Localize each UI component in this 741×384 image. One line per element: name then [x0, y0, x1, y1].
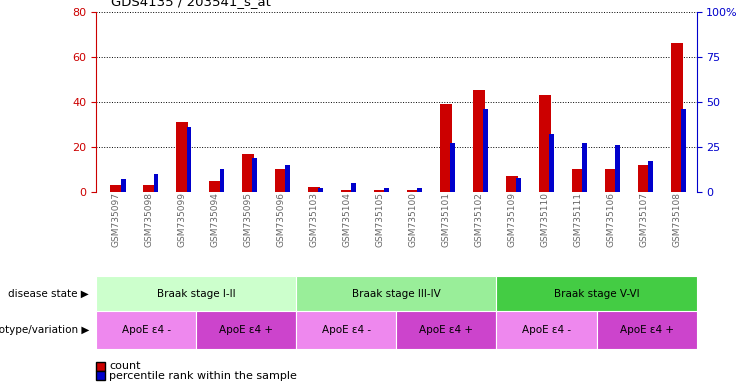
- Bar: [308, 187, 320, 192]
- Bar: [196, 311, 296, 349]
- Text: Braak stage I-II: Braak stage I-II: [157, 289, 236, 299]
- Bar: [143, 185, 155, 192]
- Bar: [319, 189, 323, 192]
- Bar: [110, 185, 122, 192]
- Bar: [671, 43, 682, 192]
- Bar: [121, 179, 125, 192]
- Bar: [385, 189, 389, 192]
- Text: GSM735100: GSM735100: [408, 192, 417, 247]
- Bar: [296, 311, 396, 349]
- Bar: [209, 181, 221, 192]
- Bar: [516, 177, 521, 192]
- Bar: [341, 190, 353, 192]
- Bar: [407, 190, 419, 192]
- Text: GSM735097: GSM735097: [112, 192, 121, 247]
- Text: GSM735111: GSM735111: [574, 192, 582, 247]
- Bar: [296, 276, 496, 311]
- Text: GSM735104: GSM735104: [342, 192, 351, 247]
- Bar: [187, 127, 191, 192]
- Text: GSM735095: GSM735095: [244, 192, 253, 247]
- Text: ApoE ε4 -: ApoE ε4 -: [522, 325, 571, 335]
- Text: GSM735094: GSM735094: [210, 192, 219, 247]
- Text: ApoE ε4 +: ApoE ε4 +: [219, 325, 273, 335]
- Bar: [539, 95, 551, 192]
- Text: count: count: [109, 361, 141, 371]
- Text: GSM735098: GSM735098: [144, 192, 153, 247]
- Text: GSM735110: GSM735110: [540, 192, 549, 247]
- Text: GSM735102: GSM735102: [474, 192, 483, 247]
- Bar: [96, 311, 196, 349]
- Bar: [473, 91, 485, 192]
- Text: GSM735108: GSM735108: [672, 192, 681, 247]
- Text: GSM735105: GSM735105: [376, 192, 385, 247]
- Bar: [451, 143, 455, 192]
- Bar: [253, 158, 257, 192]
- Text: GSM735107: GSM735107: [639, 192, 648, 247]
- Bar: [496, 276, 697, 311]
- Text: GSM735101: GSM735101: [442, 192, 451, 247]
- Text: GSM735103: GSM735103: [310, 192, 319, 247]
- Bar: [496, 311, 597, 349]
- Bar: [242, 154, 254, 192]
- Text: ApoE ε4 +: ApoE ε4 +: [619, 325, 674, 335]
- Text: GSM735106: GSM735106: [606, 192, 615, 247]
- Bar: [374, 190, 386, 192]
- Bar: [572, 169, 584, 192]
- Text: GSM735096: GSM735096: [276, 192, 285, 247]
- Text: disease state ▶: disease state ▶: [8, 289, 89, 299]
- Bar: [582, 143, 587, 192]
- Text: genotype/variation ▶: genotype/variation ▶: [0, 325, 89, 335]
- Bar: [615, 145, 620, 192]
- Text: GSM735109: GSM735109: [508, 192, 516, 247]
- Bar: [605, 169, 617, 192]
- Text: GDS4135 / 203541_s_at: GDS4135 / 203541_s_at: [111, 0, 271, 8]
- Text: GSM735099: GSM735099: [178, 192, 187, 247]
- Bar: [176, 122, 188, 192]
- Bar: [417, 189, 422, 192]
- Text: ApoE ε4 -: ApoE ε4 -: [322, 325, 371, 335]
- Bar: [275, 169, 287, 192]
- Bar: [440, 104, 452, 192]
- Bar: [549, 134, 554, 192]
- Bar: [219, 169, 225, 192]
- Bar: [351, 183, 356, 192]
- Bar: [597, 311, 697, 349]
- Bar: [285, 165, 290, 192]
- Bar: [638, 165, 650, 192]
- Text: ApoE ε4 +: ApoE ε4 +: [419, 325, 473, 335]
- Text: Braak stage V-VI: Braak stage V-VI: [554, 289, 639, 299]
- Text: Braak stage III-IV: Braak stage III-IV: [352, 289, 441, 299]
- Text: percentile rank within the sample: percentile rank within the sample: [109, 371, 297, 381]
- Bar: [648, 161, 653, 192]
- Bar: [506, 176, 518, 192]
- Bar: [681, 109, 686, 192]
- Bar: [483, 109, 488, 192]
- Bar: [96, 276, 296, 311]
- Text: ApoE ε4 -: ApoE ε4 -: [122, 325, 171, 335]
- Bar: [153, 174, 159, 192]
- Bar: [396, 311, 496, 349]
